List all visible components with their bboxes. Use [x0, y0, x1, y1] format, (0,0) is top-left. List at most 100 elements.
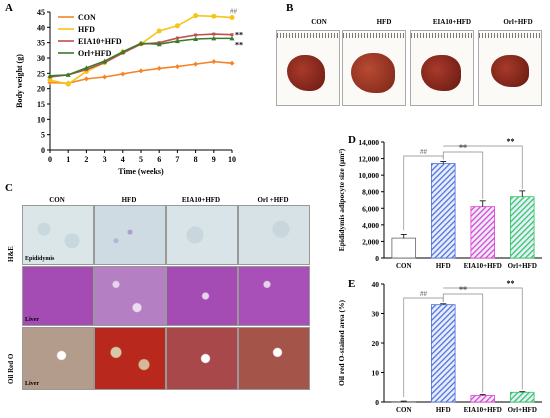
bracket-hfd-eia [442, 293, 484, 393]
series-point [175, 36, 179, 40]
x-tick-label: 2 [84, 155, 88, 164]
adipocyte-size-bar-chart: 0 2,000 4,000 6,000 8,000 10,000 12,000 14,000 E… [337, 137, 542, 270]
x-tick-label: 7 [175, 155, 179, 164]
panel-c-col-orl: Orl +HFD [257, 196, 289, 204]
y-axis-title: Body weight (g) [15, 54, 24, 108]
y-tick-label: 8,000 [362, 188, 379, 197]
oil-red-area-bar-chart: 0 10 20 30 40 Oil red O-stained area (%) CON HF… [337, 279, 542, 414]
row-label-oil-red-o: Oil Red O [7, 353, 15, 384]
bar-0 [391, 237, 417, 259]
series-point [229, 35, 235, 41]
category-label-1: HFD [436, 262, 451, 270]
annotation-hfd: ## [230, 8, 238, 16]
category-label-0: CON [396, 262, 412, 270]
x-tick-label: 3 [103, 155, 107, 164]
series-point [138, 68, 144, 74]
he-epididymis-eia [166, 205, 238, 265]
y-tick-label: 12,000 [358, 155, 379, 164]
inset-label-liver-he: Liver [25, 317, 39, 323]
y-tick-label: 0 [375, 254, 379, 263]
annotation-eia: ** [235, 31, 243, 40]
x-tick-label: 6 [157, 155, 161, 164]
y-tick-label: 6,000 [362, 204, 379, 213]
oro-liver-con [22, 327, 94, 390]
series-point [138, 40, 144, 46]
series-point [212, 32, 216, 36]
series-point [211, 13, 217, 19]
y-tick-label: 0 [41, 146, 45, 155]
panel-b-col-eia: EIA10+HFD [432, 18, 472, 26]
series-point [83, 76, 89, 82]
panel-label-e: E [348, 278, 356, 290]
legend-label-0: CON [78, 13, 96, 22]
he-epididymis-orl [238, 205, 310, 265]
bar-1 [431, 163, 456, 259]
oro-liver-orl [238, 327, 310, 390]
series-point [174, 38, 180, 44]
he-liver-orl [238, 266, 310, 326]
row-label-he: H&E [7, 246, 15, 262]
category-label-3: Orl+HFD [508, 406, 537, 414]
y-tick-label: 4,000 [362, 221, 379, 230]
x-tick-label: 10 [228, 155, 236, 164]
y-tick-label: 40 [37, 23, 45, 32]
annotation-hfd-orl: ** [507, 279, 515, 288]
series-point [230, 33, 234, 37]
y-axis-title: Oil red O-stained area (%) [337, 300, 346, 386]
oro-liver-eia [166, 327, 238, 390]
series-point [229, 15, 235, 21]
he-liver-con [22, 266, 94, 326]
x-tick-label: 0 [48, 155, 52, 164]
legend-label-2: EIA10+HFD [78, 37, 122, 46]
y-tick-label: 14,000 [358, 138, 379, 147]
series-point [174, 64, 180, 70]
series-point [47, 77, 53, 83]
y-tick-label: 10,000 [358, 171, 379, 180]
series-point [65, 81, 71, 87]
y-tick-label: 20 [372, 339, 380, 348]
annotation-hfd-orl: ** [507, 137, 515, 146]
y-axis-title: Epididymis adipocyte size (μm²) [337, 148, 346, 251]
category-label-2: EIA10+HFD [464, 262, 502, 270]
series-point [193, 13, 199, 19]
y-tick-label: 0 [375, 398, 379, 407]
y-tick-label: 45 [37, 8, 45, 17]
series-point [102, 74, 108, 80]
y-tick-label: 35 [37, 39, 45, 48]
liver-photo-con [276, 30, 340, 106]
annotation-hfd-eia: ** [459, 285, 467, 294]
y-tick-label: 5 [41, 131, 45, 140]
series-point [211, 59, 217, 65]
panel-c-col-hfd: HFD [121, 196, 137, 204]
series-point [156, 65, 162, 71]
annotation-hfd-eia: ** [459, 143, 467, 152]
x-tick-label: 4 [121, 155, 125, 164]
oro-liver-hfd [94, 327, 166, 390]
category-label-0: CON [396, 406, 412, 414]
panel-c-col-con: CON [49, 196, 65, 204]
y-tick-label: 30 [37, 54, 45, 63]
x-tick-label: 9 [212, 155, 216, 164]
category-label-1: HFD [436, 406, 451, 414]
legend-label-1: HFD [78, 25, 95, 34]
y-tick-label: 10 [37, 115, 45, 124]
y-tick-label: 15 [37, 100, 45, 109]
panel-b-col-orl: Orl+HFD [503, 18, 533, 26]
inset-label-epididymis: Epididymis [25, 256, 55, 262]
series-point [174, 23, 180, 29]
bracket-hfd-orl [443, 287, 523, 390]
annotation-con-hfd: ## [420, 148, 428, 156]
series-point [47, 73, 53, 78]
he-epididymis-con [22, 205, 94, 265]
panel-label-a: A [5, 2, 13, 14]
inset-label-liver-oro: Liver [25, 381, 39, 387]
bar-3 [509, 196, 535, 259]
bar-3 [509, 391, 535, 403]
he-liver-hfd [94, 266, 166, 326]
bar-2 [470, 206, 495, 259]
panel-c-col-eia: EIA10+HFD [181, 196, 221, 204]
panel-b-col-hfd: HFD [376, 18, 392, 26]
series-point [156, 28, 162, 34]
liver-photo-orl [478, 30, 542, 106]
